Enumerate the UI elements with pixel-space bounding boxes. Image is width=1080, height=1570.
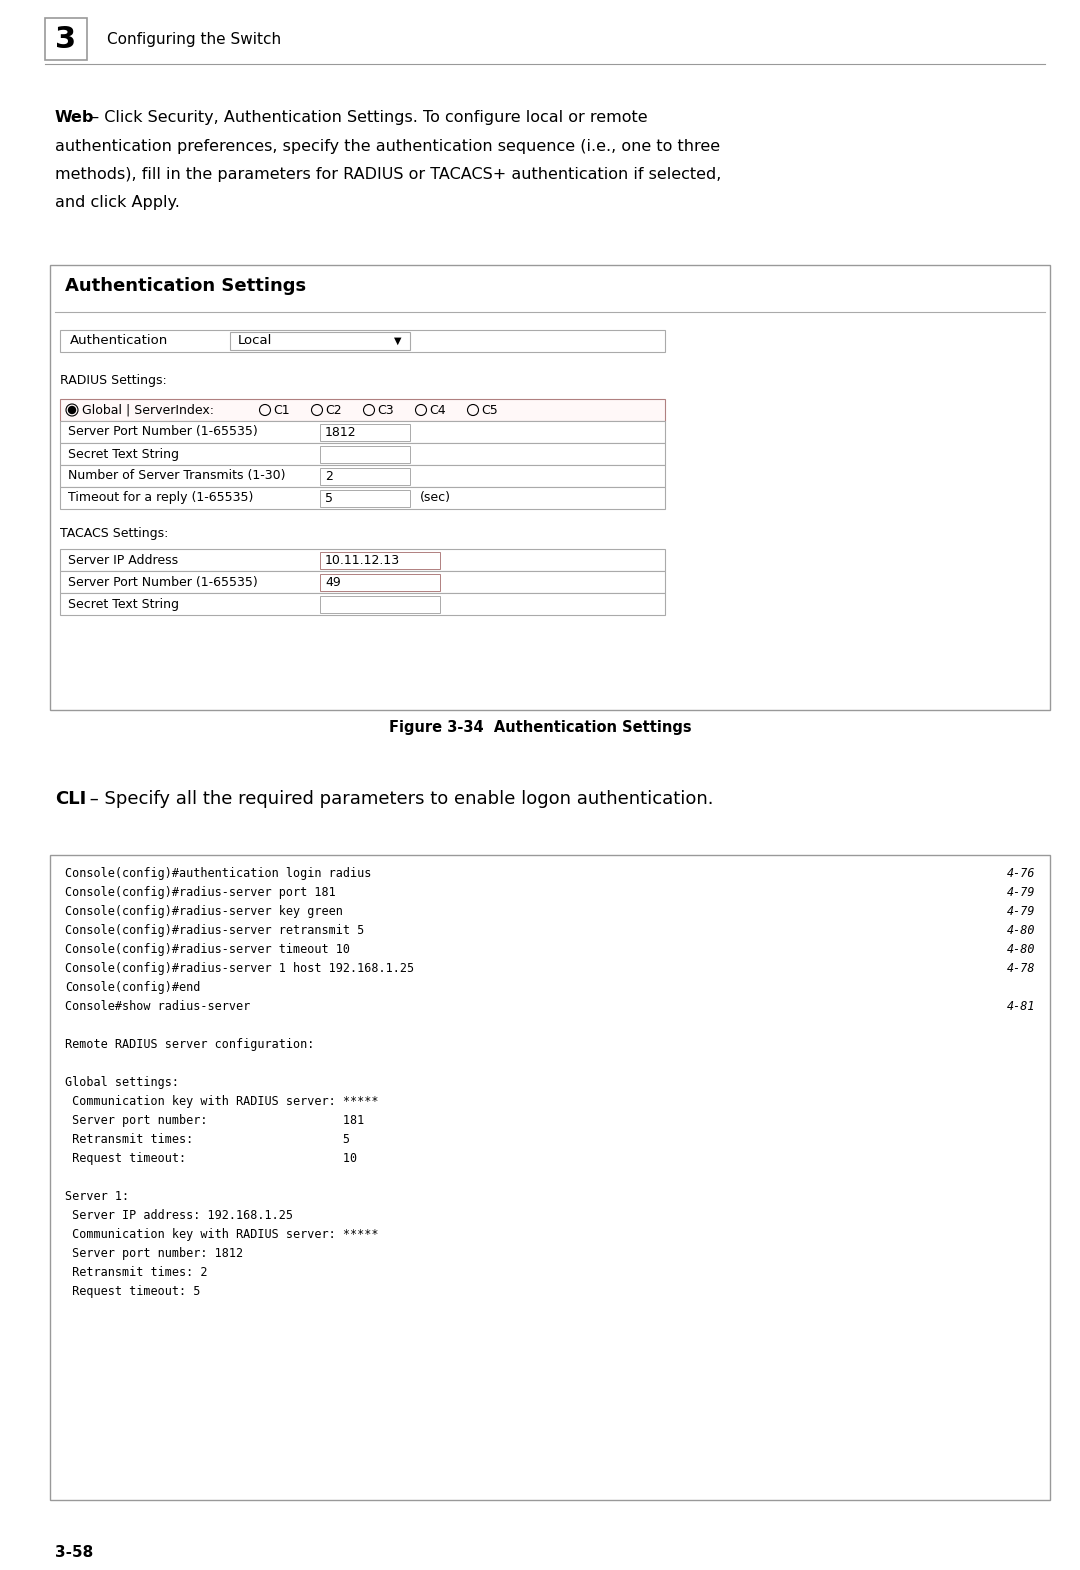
Text: Request timeout:                      10: Request timeout: 10 <box>65 1152 357 1165</box>
Text: Figure 3-34  Authentication Settings: Figure 3-34 Authentication Settings <box>389 721 691 735</box>
Text: Server Port Number (1-65535): Server Port Number (1-65535) <box>68 425 258 438</box>
Text: C2: C2 <box>325 403 341 416</box>
Text: – Click Security, Authentication Settings. To configure local or remote: – Click Security, Authentication Setting… <box>86 110 648 126</box>
FancyBboxPatch shape <box>230 331 410 350</box>
Text: Console(config)#radius-server port 181: Console(config)#radius-server port 181 <box>65 885 336 900</box>
FancyBboxPatch shape <box>320 595 440 612</box>
FancyBboxPatch shape <box>50 856 1050 1499</box>
FancyBboxPatch shape <box>320 468 410 485</box>
Text: Console(config)#radius-server key green: Console(config)#radius-server key green <box>65 904 342 918</box>
FancyBboxPatch shape <box>60 571 665 593</box>
Text: – Specify all the required parameters to enable logon authentication.: – Specify all the required parameters to… <box>84 790 714 809</box>
Text: Secret Text String: Secret Text String <box>68 598 179 611</box>
FancyBboxPatch shape <box>320 424 410 441</box>
Text: Local: Local <box>238 334 272 347</box>
FancyBboxPatch shape <box>320 490 410 507</box>
Text: Global settings:: Global settings: <box>65 1075 179 1090</box>
Text: Authentication Settings: Authentication Settings <box>65 276 306 295</box>
Text: 5: 5 <box>325 491 333 504</box>
Text: Web: Web <box>55 110 94 126</box>
FancyBboxPatch shape <box>320 446 410 463</box>
Text: Number of Server Transmits (1-30): Number of Server Transmits (1-30) <box>68 469 285 482</box>
Text: Secret Text String: Secret Text String <box>68 447 179 460</box>
Text: authentication preferences, specify the authentication sequence (i.e., one to th: authentication preferences, specify the … <box>55 138 720 154</box>
Text: Console(config)#radius-server timeout 10: Console(config)#radius-server timeout 10 <box>65 944 350 956</box>
Text: Timeout for a reply (1-65535): Timeout for a reply (1-65535) <box>68 491 254 504</box>
Text: Communication key with RADIUS server: *****: Communication key with RADIUS server: **… <box>65 1228 378 1240</box>
Circle shape <box>68 407 76 413</box>
FancyBboxPatch shape <box>320 551 440 568</box>
Text: 10.11.12.13: 10.11.12.13 <box>325 554 400 567</box>
Text: C3: C3 <box>377 403 393 416</box>
Text: Configuring the Switch: Configuring the Switch <box>107 31 281 47</box>
FancyBboxPatch shape <box>60 421 665 443</box>
Text: 4-80: 4-80 <box>1007 944 1035 956</box>
Text: Console(config)#radius-server retransmit 5: Console(config)#radius-server retransmit… <box>65 925 364 937</box>
Text: Authentication: Authentication <box>70 334 168 347</box>
Text: 4-80: 4-80 <box>1007 925 1035 937</box>
Text: CLI: CLI <box>55 790 86 809</box>
Text: Communication key with RADIUS server: *****: Communication key with RADIUS server: **… <box>65 1094 378 1108</box>
Text: Console(config)#end: Console(config)#end <box>65 981 201 994</box>
Text: Console(config)#authentication login radius: Console(config)#authentication login rad… <box>65 867 372 881</box>
Text: C5: C5 <box>481 403 498 416</box>
FancyBboxPatch shape <box>60 550 665 571</box>
FancyBboxPatch shape <box>60 330 665 352</box>
Text: Server 1:: Server 1: <box>65 1190 130 1203</box>
Text: 4-81: 4-81 <box>1007 1000 1035 1013</box>
Text: 1812: 1812 <box>325 425 356 438</box>
Text: Server IP Address: Server IP Address <box>68 554 178 567</box>
Text: Console#show radius-server: Console#show radius-server <box>65 1000 251 1013</box>
FancyBboxPatch shape <box>45 17 87 60</box>
Text: 4-78: 4-78 <box>1007 962 1035 975</box>
Text: Server Port Number (1-65535): Server Port Number (1-65535) <box>68 576 258 589</box>
Text: C4: C4 <box>429 403 446 416</box>
Text: 3: 3 <box>55 25 77 53</box>
Text: 4-79: 4-79 <box>1007 904 1035 918</box>
Text: ▼: ▼ <box>394 336 402 345</box>
Text: Request timeout: 5: Request timeout: 5 <box>65 1284 201 1298</box>
FancyBboxPatch shape <box>60 399 665 421</box>
FancyBboxPatch shape <box>60 465 665 487</box>
FancyBboxPatch shape <box>50 265 1050 710</box>
FancyBboxPatch shape <box>60 593 665 615</box>
Text: 49: 49 <box>325 576 341 589</box>
Text: Server port number:                   181: Server port number: 181 <box>65 1115 364 1127</box>
FancyBboxPatch shape <box>320 573 440 590</box>
Text: Server port number: 1812: Server port number: 1812 <box>65 1247 243 1261</box>
Text: Global | ServerIndex:: Global | ServerIndex: <box>82 403 214 416</box>
FancyBboxPatch shape <box>60 443 665 465</box>
Text: 4-79: 4-79 <box>1007 885 1035 900</box>
Text: Console(config)#radius-server 1 host 192.168.1.25: Console(config)#radius-server 1 host 192… <box>65 962 414 975</box>
Text: Remote RADIUS server configuration:: Remote RADIUS server configuration: <box>65 1038 314 1050</box>
Text: 4-76: 4-76 <box>1007 867 1035 881</box>
Text: TACACS Settings:: TACACS Settings: <box>60 528 168 540</box>
Text: methods), fill in the parameters for RADIUS or TACACS+ authentication if selecte: methods), fill in the parameters for RAD… <box>55 166 721 182</box>
FancyBboxPatch shape <box>60 487 665 509</box>
Text: (sec): (sec) <box>420 491 451 504</box>
Text: Retransmit times: 2: Retransmit times: 2 <box>65 1265 207 1280</box>
Text: Retransmit times:                     5: Retransmit times: 5 <box>65 1134 350 1146</box>
Text: 2: 2 <box>325 469 333 482</box>
Text: Server IP address: 192.168.1.25: Server IP address: 192.168.1.25 <box>65 1209 293 1221</box>
Text: RADIUS Settings:: RADIUS Settings: <box>60 374 166 386</box>
Text: 3-58: 3-58 <box>55 1545 93 1561</box>
Text: C1: C1 <box>273 403 289 416</box>
Text: and click Apply.: and click Apply. <box>55 196 180 210</box>
